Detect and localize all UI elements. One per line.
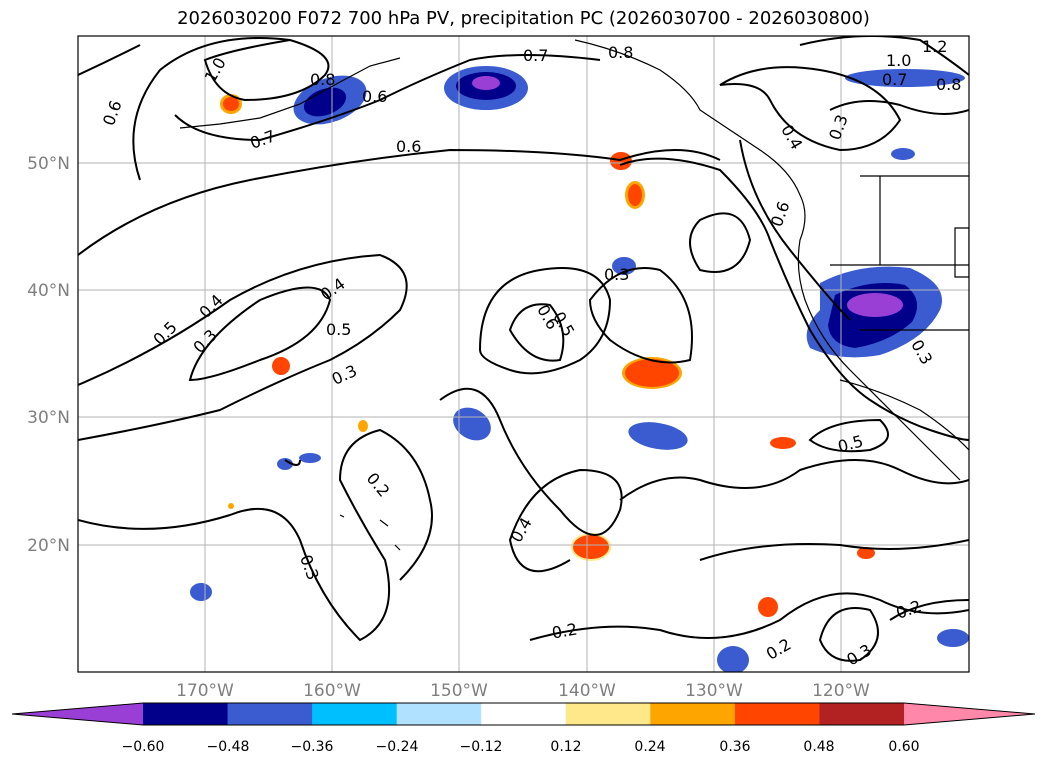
lat-label-30n: 30°N bbox=[27, 408, 70, 428]
lat-label-40n: 40°N bbox=[27, 281, 70, 301]
lon-label-150w: 150°W bbox=[430, 681, 488, 701]
contour-label: 0.4 bbox=[195, 291, 226, 322]
negative-precip-anomalies bbox=[190, 66, 969, 672]
contour-label: 1.0 bbox=[886, 51, 911, 70]
contour-label: 0.7 bbox=[882, 70, 907, 89]
contour-label: 0.5 bbox=[836, 431, 866, 456]
colorbar-tick: −0.48 bbox=[207, 739, 250, 755]
colorbar-extend-low bbox=[12, 703, 143, 725]
contour-label: 1.2 bbox=[922, 37, 947, 56]
contour-label: 0.2 bbox=[894, 596, 924, 623]
contour-label: 0.3 bbox=[604, 265, 629, 284]
contour-label: 0.7 bbox=[523, 46, 548, 65]
contour-label: 0.8 bbox=[310, 70, 335, 89]
colorbar-swatch bbox=[143, 703, 229, 725]
lon-label-130w: 130°W bbox=[685, 681, 743, 701]
colorbar-tick: 0.48 bbox=[803, 739, 834, 755]
colorbar-tick: 0.36 bbox=[719, 739, 750, 755]
contour-label: 0.2 bbox=[363, 469, 394, 501]
lon-label-120w: 120°W bbox=[812, 681, 870, 701]
contour-label: 0.8 bbox=[936, 75, 961, 94]
colorbar-tick: −0.24 bbox=[376, 739, 419, 755]
contour-label: 0.2 bbox=[763, 634, 795, 663]
lat-label-20n: 20°N bbox=[27, 536, 70, 556]
contour-label: 0.3 bbox=[843, 640, 875, 669]
colorbar-swatch bbox=[650, 703, 736, 725]
colorbar-extend-high bbox=[904, 703, 1035, 725]
contour-label: 0.4 bbox=[317, 274, 349, 304]
contour-label: 0.7 bbox=[248, 126, 278, 153]
colorbar-tick: 0.12 bbox=[550, 739, 581, 755]
colorbar-swatch bbox=[734, 703, 820, 725]
colorbar-tick: −0.36 bbox=[291, 739, 334, 755]
contour-label: 0.2 bbox=[550, 619, 578, 642]
contour-label: 0.6 bbox=[767, 199, 794, 229]
latitude-labels: 50°N 40°N 30°N 20°N bbox=[27, 154, 70, 556]
longitude-labels: 170°W 160°W 150°W 140°W 130°W 120°W bbox=[176, 681, 870, 701]
contour-label: 0.5 bbox=[149, 318, 180, 349]
lon-label-140w: 140°W bbox=[558, 681, 616, 701]
contour-label: 0.3 bbox=[907, 336, 936, 368]
lat-label-50n: 50°N bbox=[27, 154, 70, 174]
colorbar-tick: 0.60 bbox=[888, 739, 919, 755]
lon-label-160w: 160°W bbox=[303, 681, 361, 701]
contour-label: 0.6 bbox=[396, 137, 421, 156]
contour-label: 0.8 bbox=[608, 43, 633, 62]
colorbar: −0.60 −0.48 −0.36 −0.24 −0.12 0.12 0.24 … bbox=[11, 702, 1036, 755]
contour-label: 0.3 bbox=[296, 552, 323, 582]
colorbar-tick: −0.60 bbox=[122, 739, 165, 755]
coastlines bbox=[179, 39, 969, 551]
colorbar-swatch bbox=[819, 703, 905, 725]
colorbar-swatch bbox=[312, 703, 398, 725]
contour-label: 0.3 bbox=[825, 112, 852, 142]
lon-label-170w: 170°W bbox=[176, 681, 234, 701]
colorbar-tick: 0.24 bbox=[634, 739, 665, 755]
map-title: 2026030200 F072 700 hPa PV, precipitatio… bbox=[177, 8, 870, 29]
colorbar-swatch bbox=[396, 703, 482, 725]
contour-label: 0.6 bbox=[362, 87, 387, 106]
colorbar-swatch bbox=[481, 703, 567, 725]
colorbar-swatch bbox=[565, 703, 651, 725]
contour-label: 0.3 bbox=[189, 326, 220, 357]
contour-label: 0.4 bbox=[777, 121, 806, 153]
positive-precip-anomalies bbox=[220, 94, 875, 617]
contour-label: 0.3 bbox=[329, 361, 360, 389]
map-frame bbox=[77, 35, 970, 673]
pv-contours bbox=[78, 36, 969, 662]
contour-label: 0.6 bbox=[99, 98, 126, 128]
colorbar-tick: −0.12 bbox=[460, 739, 503, 755]
colorbar-swatch bbox=[227, 703, 313, 725]
contour-label: 0.5 bbox=[326, 320, 351, 339]
